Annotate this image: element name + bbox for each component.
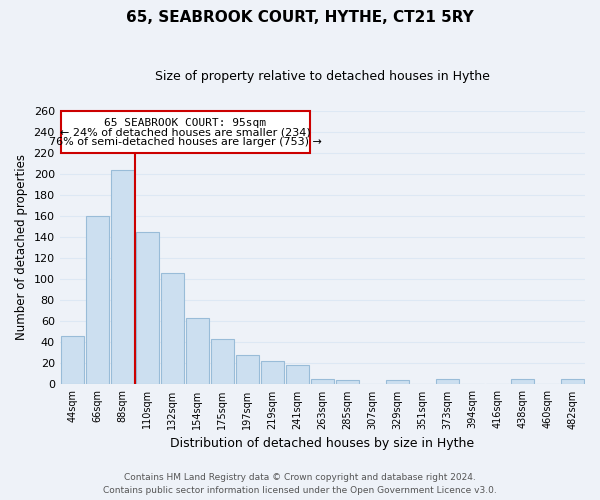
Bar: [136, 232, 159, 384]
Bar: [186, 318, 209, 384]
Text: ← 24% of detached houses are smaller (234): ← 24% of detached houses are smaller (23…: [60, 128, 311, 138]
Bar: [61, 336, 83, 384]
Bar: [386, 380, 409, 384]
Bar: [561, 379, 584, 384]
Bar: [261, 362, 284, 384]
Bar: [86, 216, 109, 384]
Title: Size of property relative to detached houses in Hythe: Size of property relative to detached ho…: [155, 70, 490, 83]
Bar: [286, 366, 309, 384]
Text: 65, SEABROOK COURT, HYTHE, CT21 5RY: 65, SEABROOK COURT, HYTHE, CT21 5RY: [126, 10, 474, 25]
Bar: [110, 170, 134, 384]
Bar: [336, 380, 359, 384]
Bar: [211, 339, 234, 384]
Bar: [436, 379, 459, 384]
Bar: [511, 379, 534, 384]
Bar: [236, 355, 259, 384]
Text: 65 SEABROOK COURT: 95sqm: 65 SEABROOK COURT: 95sqm: [104, 118, 266, 128]
Text: 76% of semi-detached houses are larger (753) →: 76% of semi-detached houses are larger (…: [49, 137, 322, 147]
Bar: [161, 273, 184, 384]
FancyBboxPatch shape: [61, 110, 310, 152]
Text: Contains HM Land Registry data © Crown copyright and database right 2024.
Contai: Contains HM Land Registry data © Crown c…: [103, 474, 497, 495]
Y-axis label: Number of detached properties: Number of detached properties: [15, 154, 28, 340]
X-axis label: Distribution of detached houses by size in Hythe: Distribution of detached houses by size …: [170, 437, 475, 450]
Bar: [311, 379, 334, 384]
